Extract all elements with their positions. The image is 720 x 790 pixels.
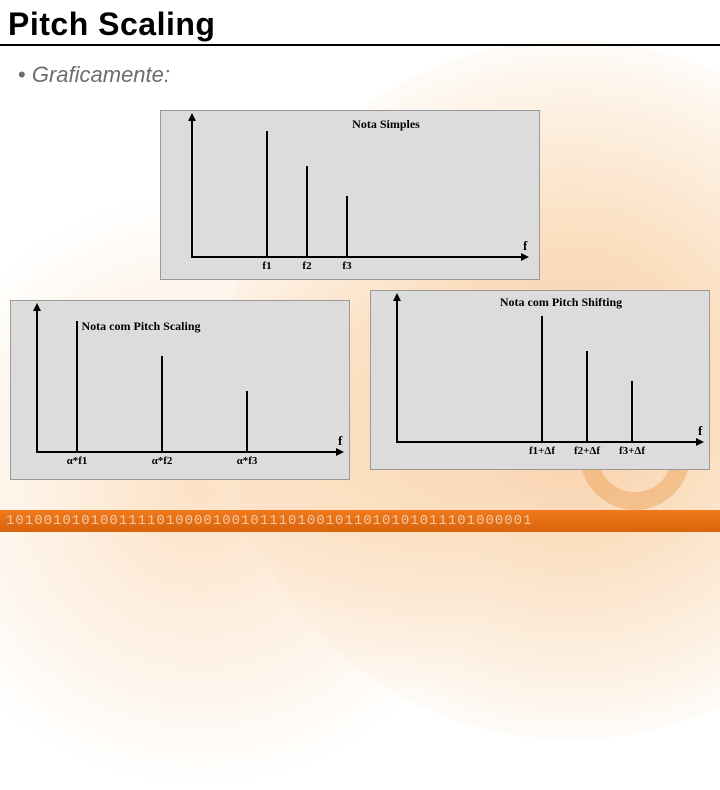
- tick-label: f2+Δf: [574, 445, 600, 457]
- spectral-line: [541, 316, 543, 441]
- spectral-line: [586, 351, 588, 441]
- bullet-graficamente: Graficamente:: [18, 62, 170, 88]
- tick-label: α*f2: [152, 455, 173, 467]
- chart-title-bl: Nota com Pitch Scaling: [82, 319, 201, 334]
- spectral-line: [631, 381, 633, 441]
- x-axis-arrow: [336, 448, 344, 456]
- tick-label: α*f1: [67, 455, 88, 467]
- tick-label: f1+Δf: [529, 445, 555, 457]
- title-underline: [0, 44, 720, 46]
- spectral-line: [246, 391, 248, 451]
- spectral-line: [346, 196, 348, 256]
- chart-nota-simples: Nota Simples f f1 f2 f3: [160, 110, 540, 280]
- spectral-line: [76, 321, 78, 451]
- tick-label: f1: [262, 260, 271, 272]
- y-axis: [36, 311, 38, 451]
- x-axis: [191, 256, 521, 258]
- y-axis: [396, 301, 398, 441]
- y-axis-arrow: [188, 113, 196, 121]
- x-axis-label: f: [338, 433, 342, 449]
- x-axis-label: f: [523, 238, 527, 254]
- x-axis: [396, 441, 696, 443]
- x-axis-arrow: [696, 438, 704, 446]
- chart-title-top: Nota Simples: [352, 117, 420, 132]
- y-axis-arrow: [393, 293, 401, 301]
- spectral-line: [306, 166, 308, 256]
- chart-title-br: Nota com Pitch Shifting: [500, 295, 622, 310]
- tick-label: f3: [342, 260, 351, 272]
- x-axis-arrow: [521, 253, 529, 261]
- tick-label: α*f3: [237, 455, 258, 467]
- tick-label: f2: [302, 260, 311, 272]
- chart-pitch-shifting: Nota com Pitch Shifting f f1+Δf f2+Δf f3+Δ…: [370, 290, 710, 470]
- chart-pitch-scaling: Nota com Pitch Scaling f α*f1 α*f2 α*f3: [10, 300, 350, 480]
- bottom-binary-band: 1010010101001111010000100101110100101101…: [0, 510, 720, 532]
- x-axis-label: f: [698, 423, 702, 439]
- y-axis: [191, 121, 193, 256]
- spectral-line: [266, 131, 268, 256]
- x-axis: [36, 451, 336, 453]
- spectral-line: [161, 356, 163, 451]
- y-axis-arrow: [33, 303, 41, 311]
- page-title: Pitch Scaling: [8, 6, 215, 43]
- tick-label: f3+Δf: [619, 445, 645, 457]
